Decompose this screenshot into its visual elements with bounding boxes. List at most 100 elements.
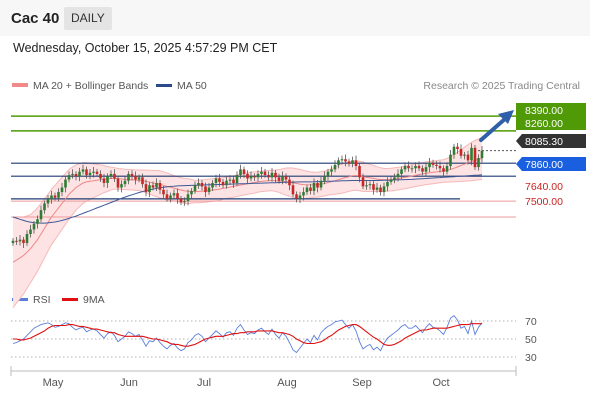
legend-label-rsi: RSI [33, 294, 51, 306]
legend-label-bollinger: MA 20 + Bollinger Bands [33, 80, 149, 92]
candle-body [466, 154, 470, 161]
candle-body [32, 223, 36, 230]
candle-body [372, 184, 375, 190]
candle-body [151, 185, 155, 188]
credit-text: Research © 2025 Trading Central [423, 80, 580, 92]
candle-body [43, 203, 46, 211]
candle-body [204, 186, 207, 193]
candle-body [127, 173, 130, 181]
candle-body [228, 179, 232, 181]
candle-body [193, 185, 197, 191]
candle-body [148, 185, 151, 193]
candle-body [428, 162, 431, 168]
legend-item-bollinger: MA 20 + Bollinger Bands [12, 80, 148, 92]
candle-body [25, 234, 29, 244]
candle-body [256, 173, 260, 178]
ma50-line [12, 174, 483, 224]
candle-body [71, 173, 74, 176]
candle-body [11, 240, 15, 244]
candle-body [400, 169, 403, 174]
candle-body [78, 171, 81, 177]
level-tag-label: 8085.30 [525, 136, 563, 148]
candle-body [382, 186, 386, 193]
candle-body [165, 194, 169, 199]
candle-body [99, 173, 102, 179]
candle-body [295, 194, 298, 199]
candle-body [123, 180, 127, 185]
candle-body [109, 173, 113, 177]
level-tag-bg [516, 134, 586, 148]
candle-body [239, 169, 242, 176]
candle-body [361, 177, 365, 187]
level-tag-7500.00: 7500.00 [525, 196, 563, 208]
x-tick-label-may: May [43, 377, 64, 389]
candle-body [375, 187, 379, 190]
rsi-tick-label: 70 [525, 316, 537, 328]
candle-body [67, 175, 71, 180]
candle-body [172, 193, 176, 196]
interval-button[interactable]: DAILY [64, 7, 112, 30]
candle-body [302, 192, 305, 196]
candle-body [46, 198, 50, 204]
candle-body [64, 179, 67, 188]
candle-body [410, 168, 414, 170]
candle-body [85, 169, 88, 176]
candle-body [470, 147, 473, 161]
candle-body [137, 177, 141, 180]
candle-body [393, 177, 396, 180]
candle-body [459, 149, 463, 156]
ma50-swatch-icon [156, 83, 172, 87]
candle-body [319, 180, 323, 188]
x-tick-label-oct: Oct [432, 377, 449, 389]
candle-body [186, 194, 190, 202]
candle-body [232, 179, 235, 183]
x-tick-label-jul: Jul [197, 377, 211, 389]
candle-body [281, 176, 284, 181]
instrument-title: Cac 40 [11, 10, 60, 27]
candle-body [221, 181, 225, 186]
forecast-arrow-head-icon [498, 110, 514, 124]
candle-body [284, 176, 288, 180]
candle-body [102, 178, 106, 183]
candle-body [456, 146, 459, 149]
candle-body [218, 178, 221, 182]
bollinger-swatch-icon [12, 83, 28, 88]
candle-body [417, 166, 421, 169]
candle-body [106, 176, 109, 183]
candle-body [379, 187, 382, 193]
candle-body [438, 166, 442, 169]
candle-body [120, 184, 123, 188]
series-line-rsi [12, 314, 483, 354]
candle-body [344, 159, 347, 162]
candle-body [277, 177, 281, 181]
candle-body [442, 168, 445, 172]
candle-body [333, 164, 337, 170]
candle-body [347, 161, 351, 164]
candle-body [351, 160, 354, 164]
candle-body [337, 160, 340, 165]
target-zone-tag-bg [516, 103, 586, 130]
candle-body [263, 171, 267, 176]
candle-body [274, 172, 277, 178]
candle-body [130, 173, 134, 177]
legend-item-9ma: 9MA [62, 294, 105, 306]
candle-body [200, 183, 204, 187]
candle-body [162, 189, 165, 195]
candle-body [389, 179, 393, 182]
candle-body [36, 219, 39, 224]
candle-body [449, 154, 452, 166]
candle-body [134, 176, 137, 180]
candle-body [144, 184, 148, 193]
candle-body [211, 183, 214, 188]
candle-body [365, 185, 368, 187]
candle-body [88, 172, 92, 176]
candle-body [368, 184, 372, 186]
candle-body [190, 190, 193, 195]
candle-body [253, 176, 256, 178]
candle-body [323, 176, 326, 181]
timestamp: Wednesday, October 15, 2025 4:57:29 PM C… [13, 41, 278, 55]
candle-body [414, 166, 417, 169]
candle-body [473, 147, 477, 168]
candle-body [39, 210, 43, 220]
level-tag-label: 7860.00 [525, 159, 563, 171]
